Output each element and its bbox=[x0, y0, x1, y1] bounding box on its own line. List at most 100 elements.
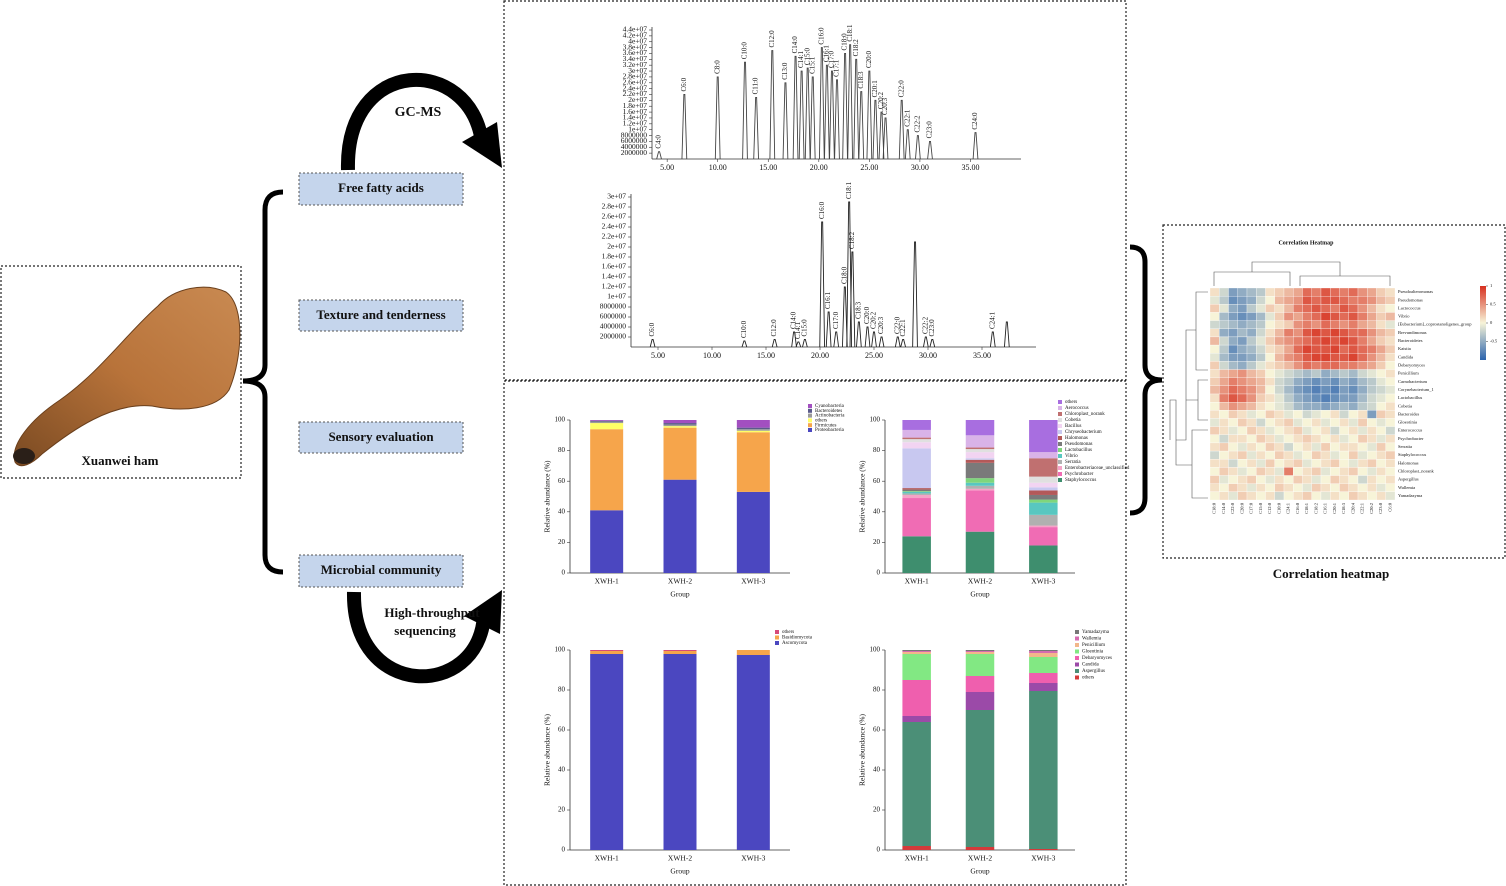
heatmap-cell bbox=[1293, 385, 1303, 395]
peak bbox=[878, 336, 885, 348]
heatmap-cell bbox=[1219, 426, 1229, 435]
bar-segment bbox=[902, 488, 931, 490]
heatmap-cell bbox=[1320, 393, 1331, 403]
heatmap-cell bbox=[1209, 377, 1220, 386]
heatmap-cell bbox=[1283, 491, 1294, 501]
analysis-label: Texture and tenderness bbox=[316, 307, 445, 322]
method-label: sequencing bbox=[394, 623, 456, 638]
heatmap-cell bbox=[1348, 410, 1359, 419]
legend-label: others bbox=[815, 419, 827, 424]
row-label: Gloeotinia bbox=[1398, 420, 1417, 425]
heatmap-cell bbox=[1237, 312, 1248, 321]
heatmap-cell bbox=[1320, 304, 1331, 313]
bar-segment bbox=[663, 651, 697, 654]
peak bbox=[846, 201, 853, 348]
heatmap-cell bbox=[1246, 296, 1257, 305]
heatmap-cell bbox=[1228, 434, 1238, 444]
bar-segment bbox=[590, 650, 624, 651]
heatmap-cell bbox=[1302, 304, 1312, 313]
bar-segment bbox=[590, 421, 624, 424]
heatmap-cell bbox=[1283, 418, 1294, 427]
heatmap-cell bbox=[1274, 312, 1285, 321]
heatmap-cell bbox=[1385, 287, 1396, 297]
heatmap-cell bbox=[1320, 450, 1331, 460]
heatmap-cell bbox=[1330, 377, 1340, 386]
column-label: C22:1 bbox=[1360, 503, 1365, 514]
peak bbox=[871, 331, 877, 348]
heatmap-cell bbox=[1256, 336, 1266, 346]
analysis-box bbox=[298, 172, 464, 206]
heatmap-cell bbox=[1320, 491, 1331, 501]
bar-segment bbox=[902, 494, 931, 499]
heatmap-cell bbox=[1283, 287, 1294, 297]
heatmap-cell bbox=[1367, 369, 1377, 378]
legend-label: Halomonas bbox=[1065, 436, 1088, 441]
heatmap-cell bbox=[1311, 442, 1322, 452]
heatmap-cell bbox=[1376, 467, 1386, 476]
bar-segment bbox=[965, 490, 995, 532]
legend-swatch bbox=[1075, 636, 1079, 641]
heatmap-cell bbox=[1237, 296, 1248, 305]
heatmap-cell bbox=[1348, 418, 1359, 427]
heatmap-cell bbox=[1302, 336, 1312, 346]
heatmap-cell bbox=[1209, 483, 1220, 492]
heatmap-cell bbox=[1293, 410, 1303, 419]
legend-label: others bbox=[782, 630, 794, 635]
heatmap-cell bbox=[1348, 459, 1359, 468]
bar-segment bbox=[1029, 683, 1058, 691]
peak-label: C20:3 bbox=[877, 316, 885, 334]
heatmap-cell bbox=[1283, 467, 1294, 476]
heatmap-cell bbox=[1367, 353, 1377, 362]
peak bbox=[829, 70, 835, 160]
column-label: C18:3 bbox=[1341, 502, 1346, 514]
heatmap-cell bbox=[1256, 418, 1266, 427]
heatmap-cell bbox=[1283, 369, 1294, 378]
brace bbox=[242, 189, 284, 575]
legend-swatch bbox=[1075, 656, 1079, 660]
y-tick-label: 3.6e+07 bbox=[623, 48, 648, 57]
colorbar-tick-label: 1 bbox=[1490, 283, 1492, 288]
bar-segment bbox=[902, 651, 931, 652]
bar-segment bbox=[663, 650, 697, 651]
legend-label: Cobetia bbox=[1065, 418, 1081, 423]
heatmap-cell bbox=[1367, 450, 1377, 460]
legend-swatch bbox=[1075, 669, 1079, 673]
column-label: C23:0 bbox=[1378, 502, 1383, 514]
heatmap-cell bbox=[1376, 459, 1386, 468]
row-label: Brevundimonas bbox=[1398, 330, 1427, 335]
heatmap-cell bbox=[1302, 385, 1312, 395]
heatmap-cell bbox=[1385, 304, 1396, 313]
heatmap-cell bbox=[1283, 312, 1294, 321]
bar-segment bbox=[736, 491, 770, 573]
heatmap-cell bbox=[1274, 467, 1285, 476]
bar-segment bbox=[902, 437, 931, 440]
heatmap-cell bbox=[1348, 304, 1359, 313]
heatmap-cell bbox=[1219, 475, 1229, 484]
x-tick-label: XWH-1 bbox=[905, 854, 929, 863]
peak bbox=[771, 339, 778, 348]
y-tick-label: 20 bbox=[873, 538, 881, 546]
peak bbox=[864, 326, 871, 348]
heatmap-cell bbox=[1339, 320, 1349, 329]
bar-segment bbox=[965, 654, 995, 676]
heatmap-cell bbox=[1246, 459, 1257, 468]
heatmap-cell bbox=[1209, 418, 1220, 427]
heatmap-cell bbox=[1246, 336, 1257, 346]
heatmap-cell bbox=[1265, 434, 1275, 444]
x-axis-title: Group bbox=[970, 590, 989, 599]
heatmap-cell bbox=[1274, 344, 1285, 354]
peak bbox=[804, 67, 811, 160]
heatmap-cell bbox=[1385, 442, 1396, 452]
y-tick-label: 20 bbox=[558, 806, 566, 814]
heatmap-cell bbox=[1283, 475, 1294, 484]
legend-swatch bbox=[1075, 649, 1079, 654]
peak-label: C18:3 bbox=[857, 71, 865, 89]
y-tick-label: 0 bbox=[562, 846, 566, 854]
heatmap-cell bbox=[1376, 361, 1386, 370]
heatmap-cell bbox=[1246, 344, 1257, 354]
heatmap-cell bbox=[1219, 320, 1229, 329]
heatmap-cell bbox=[1330, 426, 1340, 435]
legend-label: others bbox=[1065, 400, 1077, 405]
heatmap-cell bbox=[1228, 402, 1238, 411]
heatmap-cell bbox=[1228, 296, 1238, 305]
